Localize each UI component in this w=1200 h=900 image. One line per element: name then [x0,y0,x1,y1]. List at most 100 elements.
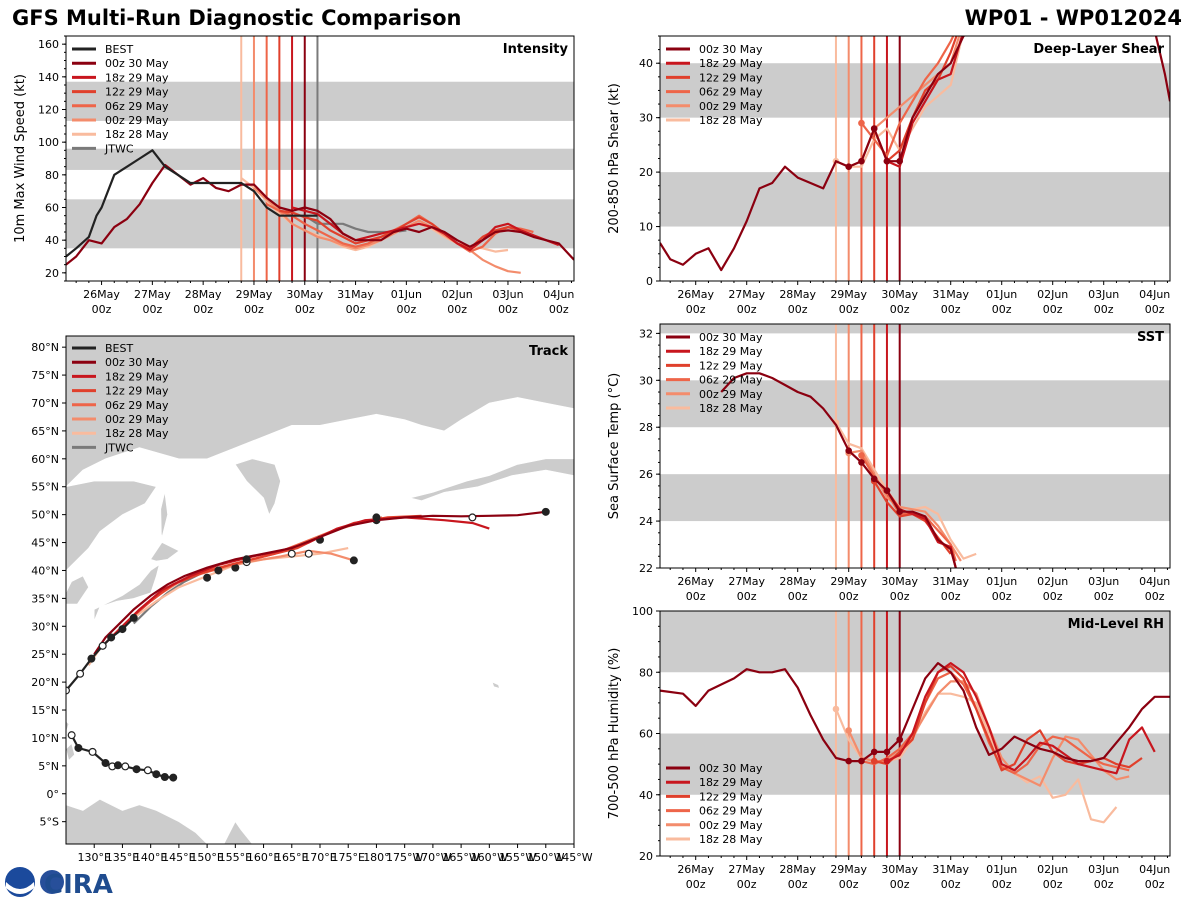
sst-xtick-label: 29May [830,575,867,588]
track-lat-label: 70°N [31,397,59,410]
sst-legend-label: 00z 29 May [699,388,763,401]
intensity-band-2 [66,81,574,121]
sst-xtick-label: 04Jun [1139,575,1170,588]
track-land-0 [66,336,574,488]
shear-band-0 [660,172,1170,227]
sst-xtick-label: 26May [677,575,714,588]
rh-xtick-label: 01Jun [986,863,1017,876]
track-best-point [101,759,110,768]
rh-xtick-label: 03Jun [1088,863,1119,876]
track-best-point [67,731,76,740]
sst-panel-title: SST [1137,330,1164,345]
track-legend-label: 00z 30 May [105,356,169,369]
rh-marker [896,736,903,743]
rh-series-00z-30-May [660,661,1170,763]
shear-xtick-label: 00z [992,303,1012,316]
track-lat-label: 20°N [31,676,59,689]
track-point [372,513,381,522]
sst-band-1 [660,380,1170,428]
track-best-point [66,686,70,695]
shear-marker [845,163,852,170]
track-lon-label: 175°W [386,851,423,864]
sst-xtick-label: 30May [881,575,918,588]
shear-plot-area [660,36,1170,281]
intensity-xtick-label: 00z [92,303,112,316]
sst-xtick-label: 02Jun [1037,575,1068,588]
shear-xtick-label: 01Jun [986,288,1017,301]
sst-marker [896,508,903,515]
sst-legend-label: 06z 29 May [699,374,763,387]
rh-xtick-label: 00z [839,878,859,891]
shear-panel: 0 10 20 30 40 26May 00z 27May 00z 28May 00z 29May 00… [607,35,1171,316]
track-lon-label: 155°E [219,851,252,864]
rh-xtick-label: 27May [728,863,765,876]
intensity-xtick-label: 00z [142,303,162,316]
shear-xtick-label: 28May [779,288,816,301]
shear-ytick-label: 30 [639,112,653,125]
shear-marker [896,157,903,165]
shear-marker [870,125,878,132]
intensity-xtick-label: 27May [134,288,171,301]
rh-xtick-label: 28May [779,863,816,876]
track-best-point [129,613,138,622]
shear-legend-label: 12z 29 May [699,71,763,84]
shear-xtick-label: 00z [686,303,706,316]
shear-legend-label: 18z 29 May [699,57,763,70]
track-legend-label: 06z 29 May [105,399,169,412]
intensity-ytick-label: 80 [45,169,59,182]
track-best-point [152,770,161,779]
track-lat-label: 0° [47,788,60,801]
intensity-ytick-label: 140 [38,71,59,84]
track-lon-label: 130°E [77,851,110,864]
track-best-point [76,669,85,678]
rh-ytick-label: 20 [639,850,653,863]
page-title: GFS Multi-Run Diagnostic Comparison [12,6,462,30]
track-lat-label: 15°N [31,704,59,717]
intensity-xtick-label: 02Jun [442,288,473,301]
track-lon-label: 145°E [162,851,195,864]
track-lon-label: 145°W [555,851,592,864]
rh-xtick-label: 26May [677,863,714,876]
shear-marker [858,119,865,127]
sst-xtick-label: 00z [1094,590,1114,603]
intensity-legend-label: 06z 29 May [105,100,169,113]
track-lat-label: 75°N [31,369,59,382]
intensity-series-00z-30-May [66,163,574,266]
shear-xtick-label: 00z [1145,303,1165,316]
sst-xtick-label: 00z [1043,590,1063,603]
rh-ytick-label: 100 [632,605,653,618]
sst-xtick-label: 01Jun [986,575,1017,588]
shear-xtick-label: 27May [728,288,765,301]
sst-marker [845,447,852,454]
intensity-series-BEST [66,149,318,258]
shear-xtick-label: 26May [677,288,714,301]
rh-legend-label: 18z 28 May [699,833,763,846]
track-lat-label: 80°N [31,341,59,354]
track-series-00z-30-May [93,510,546,655]
track-legend-label: JTWC [104,441,134,454]
sst-ylabel: Sea Surface Temp (°C) [607,373,622,520]
track-lat-label: 30°N [31,620,59,633]
track-panel: 5°S 0° 5°N 10°N 15°N 20°N 25°N 30°N 35°N 40°N 45°N… [31,335,593,864]
track-best-point [118,625,127,634]
sst-ytick-label: 24 [639,515,653,528]
shear-xtick-label: 31May [932,288,969,301]
track-lat-label: 10°N [31,732,59,745]
rh-band-1 [660,611,1170,673]
shear-xtick-label: 00z [788,303,808,316]
intensity-xtick-label: 00z [498,303,518,316]
track-lat-label: 25°N [31,648,59,661]
rh-legend-label: 18z 29 May [699,776,763,789]
sst-ytick-label: 30 [639,374,653,387]
track-best-point [98,641,107,650]
shear-xtick-label: 29May [830,288,867,301]
rh-xtick-label: 00z [788,878,808,891]
intensity-xtick-label: 00z [193,303,213,316]
sst-ytick-label: 26 [639,468,653,481]
intensity-ytick-label: 160 [38,38,59,51]
sst-legend-label: 18z 29 May [699,345,763,358]
track-legend-label: 12z 29 May [105,385,169,398]
intensity-ylabel: 10m Max Wind Speed (kt) [13,74,28,243]
rh-xtick-label: 00z [992,878,1012,891]
